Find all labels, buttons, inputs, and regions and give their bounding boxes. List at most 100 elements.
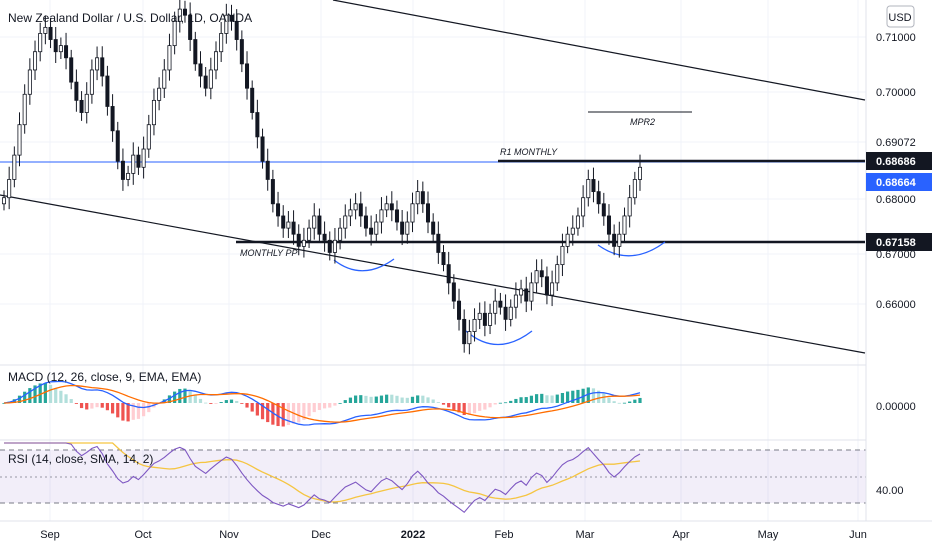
macd-histogram-bar bbox=[307, 403, 311, 417]
macd-histogram-bar bbox=[235, 400, 239, 403]
macd-histogram-bar bbox=[534, 394, 539, 403]
candle-down bbox=[239, 39, 244, 65]
macd-histogram-bar bbox=[333, 403, 337, 406]
macd-pane[interactable]: MACD (12, 26, close, 9, EMA, EMA) bbox=[2, 370, 642, 427]
channel-upper-line[interactable] bbox=[332, 0, 866, 101]
macd-histogram-bar bbox=[229, 399, 234, 403]
candle-up bbox=[550, 282, 555, 296]
macd-histogram-bar bbox=[514, 398, 518, 403]
candle-down bbox=[74, 81, 79, 101]
macd-histogram-bar bbox=[390, 394, 394, 403]
macd-histogram-bar bbox=[312, 403, 316, 413]
candle-down bbox=[265, 160, 270, 180]
candle-up bbox=[467, 331, 472, 345]
macd-histogram-bar bbox=[354, 395, 358, 403]
macd-histogram-bar bbox=[488, 403, 492, 408]
macd-histogram-bar bbox=[302, 403, 306, 420]
candle-up bbox=[172, 20, 177, 47]
candle-up bbox=[384, 203, 389, 211]
candle-down bbox=[53, 39, 58, 53]
macd-histogram bbox=[2, 382, 642, 427]
currency-button[interactable] bbox=[886, 5, 915, 28]
macd-histogram-bar bbox=[193, 394, 197, 403]
price-tick-label: 0.68000 bbox=[876, 194, 916, 206]
time-axis[interactable]: Sep Oct Nov Dec 2022 Feb Mar Apr May Jun bbox=[0, 520, 932, 541]
candle-up bbox=[27, 69, 32, 95]
candle-down bbox=[136, 154, 141, 168]
r1-monthly-label: R1 MONTHLY bbox=[500, 147, 558, 157]
candle-up bbox=[219, 33, 224, 53]
candle-up bbox=[151, 99, 156, 126]
candle-up bbox=[581, 197, 586, 217]
macd-signal-line bbox=[3, 384, 641, 423]
monthly-pp-label: MONTHLY PP bbox=[240, 248, 298, 258]
candle-down bbox=[100, 57, 105, 77]
candle-up bbox=[379, 209, 384, 223]
candle-down bbox=[544, 276, 549, 296]
candle-down bbox=[591, 179, 596, 193]
candle-down bbox=[255, 112, 260, 138]
macd-histogram-bar bbox=[421, 395, 425, 403]
macd-histogram-bar bbox=[121, 403, 125, 421]
macd-histogram-bar bbox=[38, 383, 42, 403]
candle-up bbox=[555, 264, 560, 284]
candle-down bbox=[79, 99, 84, 113]
candle-down bbox=[203, 75, 208, 89]
month-label: Jun bbox=[849, 529, 867, 541]
macd-histogram-bar bbox=[431, 399, 435, 403]
macd-histogram-bar bbox=[519, 397, 523, 403]
rsi-pane[interactable]: RSI (14, close, SMA, 14, 2) bbox=[0, 442, 866, 514]
macd-histogram-bar bbox=[571, 390, 575, 403]
candle-down bbox=[245, 63, 250, 89]
month-label: Sep bbox=[40, 529, 60, 541]
macd-histogram-bar bbox=[147, 403, 151, 413]
macd-histogram-bar bbox=[105, 403, 110, 411]
macd-histogram-bar bbox=[617, 402, 621, 404]
candle-up bbox=[95, 57, 100, 71]
macd-histogram-bar bbox=[136, 403, 141, 419]
candle-up bbox=[519, 288, 524, 296]
candle-down bbox=[69, 57, 74, 83]
macd-histogram-bar bbox=[250, 403, 254, 412]
candle-up bbox=[332, 239, 337, 253]
candle-down bbox=[601, 203, 606, 217]
chart-title: New Zealand Dollar / U.S. Dollar, 1D, OA… bbox=[8, 11, 252, 25]
candle-down bbox=[276, 203, 281, 217]
candle-up bbox=[560, 245, 565, 266]
macd-histogram-bar bbox=[74, 403, 78, 404]
month-label: Feb bbox=[495, 529, 514, 541]
candle-up bbox=[632, 179, 637, 199]
candle-down bbox=[441, 252, 446, 266]
price-tick-label: 0.71000 bbox=[876, 32, 916, 44]
macd-histogram-bar bbox=[591, 388, 596, 403]
price-tag-pp bbox=[866, 233, 932, 251]
candle-down bbox=[457, 300, 462, 320]
macd-histogram-bar bbox=[628, 401, 632, 403]
candle-up bbox=[208, 69, 213, 89]
macd-histogram-bar bbox=[529, 395, 534, 403]
candle-down bbox=[291, 221, 296, 235]
channel-lower-line[interactable] bbox=[0, 194, 866, 354]
candle-down bbox=[503, 306, 508, 320]
macd-histogram-bar bbox=[483, 403, 487, 410]
macd-histogram-bar bbox=[452, 403, 456, 410]
candle-up bbox=[286, 221, 291, 229]
macd-histogram-bar bbox=[322, 403, 327, 409]
macd-histogram-bar bbox=[224, 400, 228, 403]
candle-up bbox=[348, 209, 353, 217]
price-scale[interactable]: USD 0.71000 0.70000 0.69072 0.68000 0.67… bbox=[865, 0, 932, 521]
macd-histogram-bar bbox=[209, 403, 213, 404]
month-label: Nov bbox=[219, 529, 239, 541]
macd-histogram-bar bbox=[560, 392, 565, 403]
macd-histogram-bar bbox=[467, 403, 471, 415]
candle-up bbox=[22, 93, 27, 126]
macd-histogram-bar bbox=[509, 400, 513, 403]
macd-histogram-bar bbox=[374, 396, 378, 403]
macd-histogram-bar bbox=[462, 403, 466, 415]
candle-down bbox=[270, 179, 275, 205]
price-pane[interactable]: R1 MONTHLY MONTHLY PP MPR2 New Zealand D… bbox=[0, 0, 866, 355]
macd-histogram-bar bbox=[178, 388, 182, 403]
candle-down bbox=[389, 203, 394, 211]
price-tag-r1-value: 0.68686 bbox=[876, 156, 916, 168]
